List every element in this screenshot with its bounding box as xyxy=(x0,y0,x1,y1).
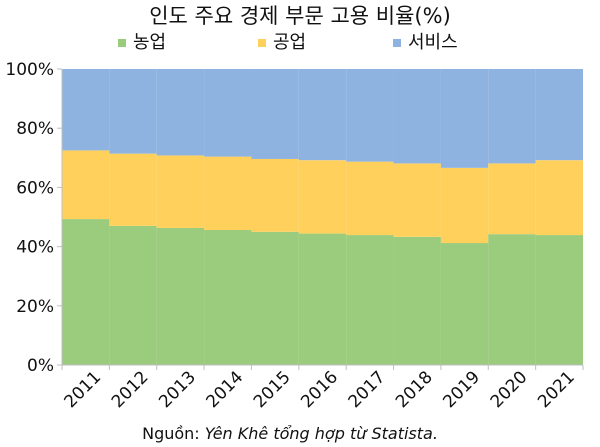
legend: 농업 공업 서비스 xyxy=(118,32,458,53)
bar-2017-0 xyxy=(346,235,394,365)
bar-2015-0 xyxy=(251,231,299,365)
x-tick-label-6: 2017 xyxy=(345,367,390,412)
bar-2021-1 xyxy=(535,160,584,236)
x-tick-label-8: 2019 xyxy=(439,367,484,412)
y-tick-label-1: 20% xyxy=(16,297,54,317)
y-axis: 0% 20% 40% 60% 80% 100% xyxy=(5,60,63,376)
y-tick-label-3: 60% xyxy=(16,178,54,198)
bar-2014-0 xyxy=(204,230,252,365)
bar-2015-2 xyxy=(251,69,299,159)
x-tick-label-7: 2018 xyxy=(392,367,437,412)
legend-marker-0 xyxy=(118,39,126,47)
x-tick-label-1: 2012 xyxy=(108,367,153,412)
bar-2014-2 xyxy=(204,69,252,157)
bar-2013-0 xyxy=(156,227,205,365)
x-tick-label-5: 2016 xyxy=(297,367,342,412)
bar-2012-1 xyxy=(109,153,157,226)
bar-2021-2 xyxy=(535,69,584,161)
legend-marker-1 xyxy=(258,39,266,47)
y-tick-label-4: 80% xyxy=(16,119,54,139)
legend-label-1: 공업 xyxy=(273,32,306,53)
bar-2016-1 xyxy=(298,160,347,234)
y-tick-label-0: 0% xyxy=(27,356,54,376)
bar-2016-0 xyxy=(298,233,347,365)
bar-2013-1 xyxy=(156,155,205,228)
bar-2015-1 xyxy=(251,158,299,232)
y-tick-label-5: 100% xyxy=(5,60,54,80)
bar-2017-2 xyxy=(346,69,394,162)
bar-2017-1 xyxy=(346,161,394,236)
bar-2012-0 xyxy=(109,225,157,365)
x-tick-label-0: 2011 xyxy=(60,367,105,412)
x-tick-label-9: 2020 xyxy=(487,367,532,412)
x-tick-label-4: 2015 xyxy=(250,367,295,412)
x-tick-label-2: 2013 xyxy=(155,367,200,412)
bar-2016-2 xyxy=(298,69,347,161)
bar-2020-2 xyxy=(488,69,536,164)
bar-2018-2 xyxy=(393,69,441,164)
legend-label-2: 서비스 xyxy=(408,32,458,53)
bar-2021-0 xyxy=(535,235,584,365)
bar-2018-0 xyxy=(393,236,441,365)
plot-area xyxy=(61,69,584,365)
bar-2018-1 xyxy=(393,163,441,237)
bar-2012-2 xyxy=(109,69,157,154)
bar-2013-2 xyxy=(156,69,205,156)
bar-2011-2 xyxy=(61,69,110,151)
x-tick-label-3: 2014 xyxy=(203,367,248,412)
x-axis: 2011 2012 2013 2014 2015 2016 2017 2018 2019 2020… xyxy=(60,364,584,412)
source-label: Nguồn: xyxy=(142,424,200,443)
bar-2019-1 xyxy=(440,167,489,244)
legend-label-0: 농업 xyxy=(133,32,166,53)
bar-2020-1 xyxy=(488,163,536,235)
legend-marker-2 xyxy=(393,39,401,47)
bar-2019-0 xyxy=(440,243,489,365)
bar-2019-2 xyxy=(440,69,489,168)
y-tick-label-2: 40% xyxy=(16,238,54,258)
bar-2011-0 xyxy=(61,219,110,365)
bar-2020-0 xyxy=(488,234,536,365)
source-note: Nguồn: Yên Khê tổng hợp từ Statista. xyxy=(142,424,438,443)
bar-2011-1 xyxy=(61,150,110,220)
source-text: Yên Khê tổng hợp từ Statista. xyxy=(205,424,438,443)
bar-2014-1 xyxy=(204,156,252,231)
x-tick-label-10: 2021 xyxy=(534,367,579,412)
chart-title: 인도 주요 경제 부문 고용 비율(%) xyxy=(149,4,451,28)
